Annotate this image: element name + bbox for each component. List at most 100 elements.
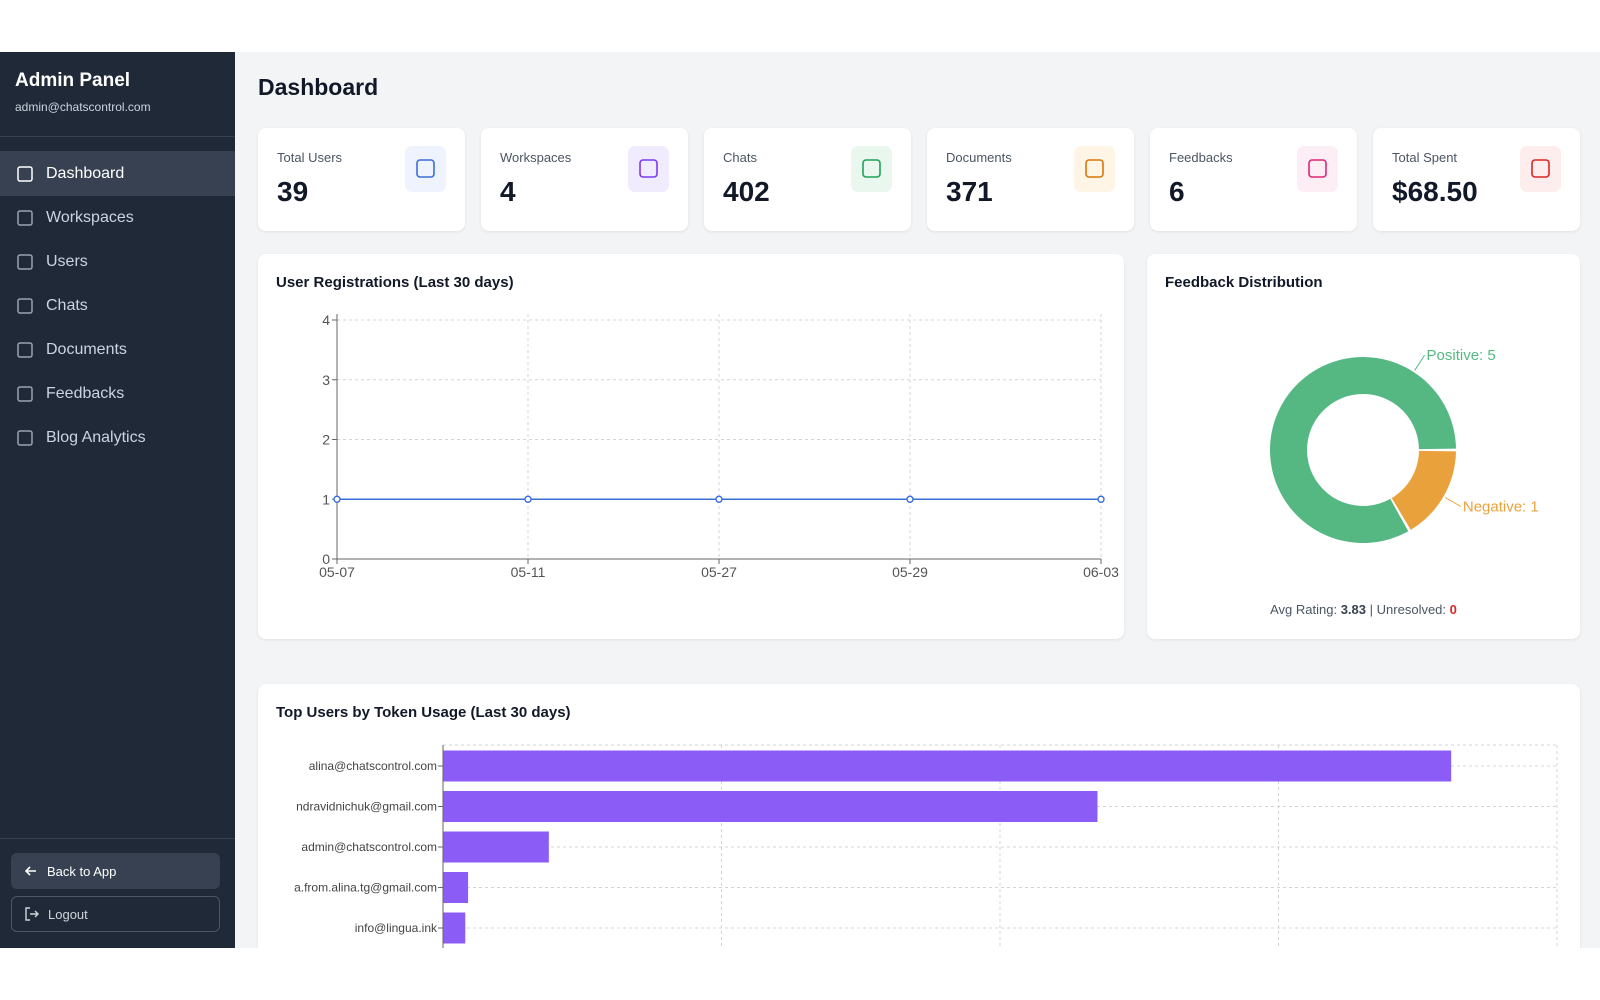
bar-chart: alina@chatscontrol.com ndravidnichuk@gmai…	[294, 744, 1558, 948]
point	[524, 495, 532, 503]
stat-icon	[1297, 146, 1338, 192]
point	[715, 495, 723, 503]
x-tick-label: 05-29	[892, 564, 928, 580]
donut-chart: Negative: 1 Positive: 5	[1270, 347, 1539, 543]
stat-value: 402	[723, 176, 770, 207]
bar	[443, 750, 1452, 782]
icon-shape	[416, 159, 435, 178]
unresolved-count: 0	[1449, 602, 1457, 617]
icon-shape	[862, 159, 881, 178]
icon	[1308, 159, 1327, 178]
point	[333, 495, 341, 503]
nav-label: Users	[46, 252, 88, 270]
icon	[1531, 159, 1550, 178]
icon-shape	[17, 341, 33, 358]
stat-icon	[851, 146, 892, 192]
y-tick-label: a.from.alina.tg@gmail.com	[294, 881, 437, 895]
icon-shape	[1308, 159, 1327, 178]
nav-item[interactable]: Blog Analytics	[0, 415, 235, 460]
x-tick-label: 06-03	[1083, 564, 1119, 580]
x-tick-label: 05-11	[511, 564, 546, 580]
nav-label: Chats	[46, 296, 88, 314]
y-tick-label: alina@chatscontrol.com	[309, 759, 437, 773]
icon-shape	[1531, 159, 1550, 178]
slice-label: Positive: 5	[1427, 347, 1496, 364]
label-line	[1445, 497, 1462, 507]
nav-label: Dashboard	[46, 164, 125, 182]
logout-icon	[25, 907, 39, 921]
nav-icon	[17, 341, 33, 358]
tokens-card: Top Users by Token Usage (Last 30 days) …	[258, 684, 1580, 948]
y-tick-label: 4	[322, 312, 330, 328]
stat-label: Workspaces	[500, 150, 572, 165]
nav-icon	[17, 253, 33, 270]
x-tick-label: 05-27	[701, 564, 737, 580]
sidebar-title: Admin Panel	[15, 70, 131, 91]
y-tick-label: 0	[322, 551, 330, 567]
back-icon	[24, 866, 36, 876]
nav-label: Workspaces	[46, 208, 134, 226]
stat-card: Documents 371	[927, 128, 1134, 231]
nav-item[interactable]: Documents	[0, 327, 235, 372]
stat-value: 4	[500, 176, 516, 207]
stat-card: Workspaces 4	[481, 128, 688, 231]
back-label: Back to App	[47, 863, 117, 879]
nav-item[interactable]: Feedbacks	[0, 371, 235, 416]
bar	[443, 872, 469, 903]
y-tick-label: admin@chatscontrol.com	[301, 840, 437, 854]
nav-item[interactable]: Chats	[0, 283, 235, 328]
stat-card: Feedbacks 6	[1150, 128, 1357, 231]
logout-button[interactable]: Logout	[11, 896, 220, 932]
avg-label: Avg Rating:	[1270, 602, 1338, 617]
y-tick-label: info@lingua.ink	[355, 921, 438, 935]
y-tick-label: 2	[322, 432, 330, 448]
nav-label: Blog Analytics	[46, 428, 146, 446]
icon-shape	[17, 209, 33, 226]
nav-item[interactable]: Users	[0, 239, 235, 284]
icon-shape	[639, 159, 658, 178]
bar	[443, 831, 549, 863]
logout-label: Logout	[48, 906, 88, 922]
icon	[1085, 159, 1104, 178]
back-button[interactable]: Back to App	[11, 853, 220, 889]
bar	[443, 791, 1098, 822]
stat-label: Total Spent	[1392, 150, 1458, 165]
page-title: Dashboard	[258, 74, 379, 100]
stat-card: Total Spent $68.50	[1373, 128, 1580, 231]
point	[906, 495, 914, 503]
icon-shape	[17, 165, 33, 182]
nav-item[interactable]: Dashboard	[0, 151, 235, 196]
stat-value: 6	[1169, 176, 1185, 207]
divider	[0, 838, 235, 839]
icon	[639, 159, 658, 178]
nav-icon	[17, 385, 33, 402]
icon-shape	[1085, 159, 1104, 178]
nav-label: Documents	[46, 340, 127, 358]
sidebar-email: admin@chatscontrol.com	[15, 100, 151, 114]
nav-icon	[17, 297, 33, 314]
slice-label: Negative: 1	[1463, 499, 1539, 516]
chart-title: User Registrations (Last 30 days)	[276, 274, 514, 291]
icon	[416, 159, 435, 178]
stat-value: $68.50	[1392, 176, 1478, 207]
stat-card: Total Users 39	[258, 128, 465, 231]
feedback-footer: Avg Rating: 3.83 | Unresolved: 0	[1147, 602, 1580, 617]
line-chart: 0 1 2 3 4 05-07 05-11 05-27 05-29 06-03	[319, 312, 1119, 580]
stat-card: Chats 402	[704, 128, 911, 231]
icon-shape	[17, 297, 33, 314]
slice	[1270, 357, 1456, 543]
chart-title: Top Users by Token Usage (Last 30 days)	[276, 704, 571, 721]
y-tick-label: 1	[322, 491, 330, 507]
stat-icon	[1520, 146, 1561, 192]
stat-icon	[628, 146, 669, 192]
stat-label: Documents	[946, 150, 1012, 165]
nav-item[interactable]: Workspaces	[0, 195, 235, 240]
nav-icon	[17, 165, 33, 182]
label-line	[1414, 354, 1425, 371]
chart-title: Feedback Distribution	[1165, 274, 1323, 291]
unresolved-label: Unresolved:	[1376, 602, 1447, 617]
icon-shape	[17, 253, 33, 270]
icon-shape	[17, 429, 33, 446]
nav-icon	[17, 429, 33, 446]
